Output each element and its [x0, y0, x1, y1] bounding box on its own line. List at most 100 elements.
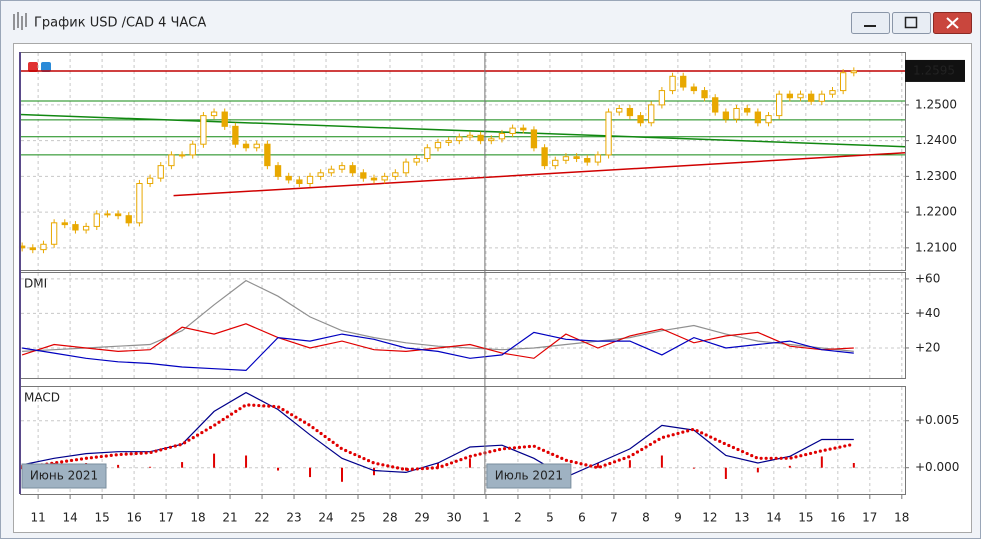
candle-body — [669, 75, 676, 92]
candle-body — [712, 97, 719, 113]
y-tick-label: +60 — [915, 271, 940, 285]
x-tick-label: 17 — [862, 511, 877, 525]
candle-body — [498, 132, 506, 140]
x-tick-label: 22 — [254, 511, 269, 525]
chart-client-area — [13, 43, 972, 533]
indicator-line — [22, 331, 854, 372]
candle-body — [50, 222, 58, 245]
x-tick-label: 15 — [798, 511, 813, 525]
candle-body — [605, 111, 612, 156]
candle-body — [274, 165, 282, 177]
candle-body — [82, 225, 90, 231]
candle-body — [520, 127, 527, 131]
y-tick-label: +40 — [915, 306, 940, 320]
candle-body — [210, 111, 218, 117]
candle-body — [93, 213, 100, 227]
candle-body — [584, 157, 591, 163]
candle-body — [456, 136, 463, 142]
indicator-icon — [28, 62, 38, 72]
indicator-line — [21, 323, 854, 359]
candle-body — [434, 141, 442, 149]
candle-body — [722, 111, 730, 120]
candle-body — [370, 177, 378, 181]
candle-body — [392, 172, 399, 177]
candle-body — [616, 107, 623, 113]
x-tick-label: 18 — [894, 511, 909, 525]
candle-body — [680, 75, 687, 88]
x-tick-label: 12 — [702, 511, 717, 525]
x-tick-label: 15 — [94, 511, 109, 525]
x-tick-label: 25 — [350, 511, 365, 525]
y-tick-label: 1.2300 — [915, 169, 957, 183]
candle-body — [648, 104, 655, 124]
x-tick-label: 14 — [766, 511, 781, 525]
x-tick-label: 18 — [190, 511, 205, 525]
window-title: График USD /CAD 4 ЧАСА — [34, 16, 206, 31]
candle-body — [626, 107, 634, 117]
x-tick-label: 5 — [546, 511, 554, 525]
x-tick-label: 28 — [382, 511, 397, 525]
x-tick-label: 16 — [830, 511, 845, 525]
candle-body — [637, 115, 644, 124]
candle-body — [317, 172, 324, 177]
app-icon — [13, 12, 27, 30]
x-tick-label: 14 — [62, 511, 77, 525]
candle-body — [829, 90, 836, 95]
candle-body — [189, 143, 196, 156]
candle-body — [424, 147, 431, 159]
candle-body — [136, 183, 143, 224]
candle-body — [466, 134, 474, 138]
candle-body — [445, 140, 452, 143]
candle-body — [562, 156, 570, 161]
x-tick-label: 17 — [158, 511, 173, 525]
signal-line — [20, 403, 856, 472]
candle-body — [402, 161, 410, 174]
y-tick-label: 1.2400 — [915, 133, 957, 147]
candle-body — [797, 93, 804, 99]
y-tick-label: 1.2100 — [915, 240, 957, 254]
candle-body — [839, 72, 847, 92]
x-tick-label: 2 — [514, 511, 522, 525]
candle-body — [221, 111, 228, 127]
candle-body — [413, 157, 420, 163]
candle-body — [658, 90, 666, 106]
candle-body — [40, 243, 47, 251]
panel-title: DMI — [24, 277, 47, 291]
x-tick-label: 29 — [414, 511, 429, 525]
candle-body — [776, 93, 783, 117]
candle-body — [808, 93, 815, 102]
candle-body — [594, 154, 602, 163]
indicator-icon — [41, 62, 51, 72]
candle-body — [125, 215, 132, 224]
candle-body — [690, 86, 698, 92]
minimize-button[interactable] — [851, 12, 890, 34]
y-tick-label: +0.005 — [915, 413, 959, 427]
candle-body — [29, 247, 36, 251]
candle-body — [328, 168, 335, 174]
x-tick-label: 30 — [446, 511, 461, 525]
x-tick-label: 24 — [318, 511, 333, 525]
x-tick-label: 21 — [222, 511, 237, 525]
panel-title: MACD — [24, 391, 60, 405]
close-button[interactable] — [933, 12, 972, 34]
candle-body — [296, 179, 303, 185]
x-tick-label: 8 — [642, 511, 650, 525]
candle-body — [360, 172, 367, 179]
y-tick-label: +0.000 — [915, 460, 959, 474]
y-tick-label: 1.2500 — [915, 97, 957, 111]
candle-body — [104, 213, 111, 216]
price-label: 1.2595 — [913, 63, 955, 77]
price-label-box — [905, 59, 965, 82]
candle-body — [178, 154, 186, 157]
x-tick-label: 13 — [734, 511, 749, 525]
candle-body — [200, 115, 207, 145]
maximize-button[interactable] — [892, 12, 931, 34]
candle-body — [477, 134, 484, 142]
candle-body — [338, 165, 346, 170]
candle-body — [72, 224, 79, 231]
candle-body — [733, 107, 740, 120]
candle-body — [850, 70, 857, 74]
candle-body — [381, 175, 388, 181]
x-tick-label: 23 — [286, 511, 301, 525]
